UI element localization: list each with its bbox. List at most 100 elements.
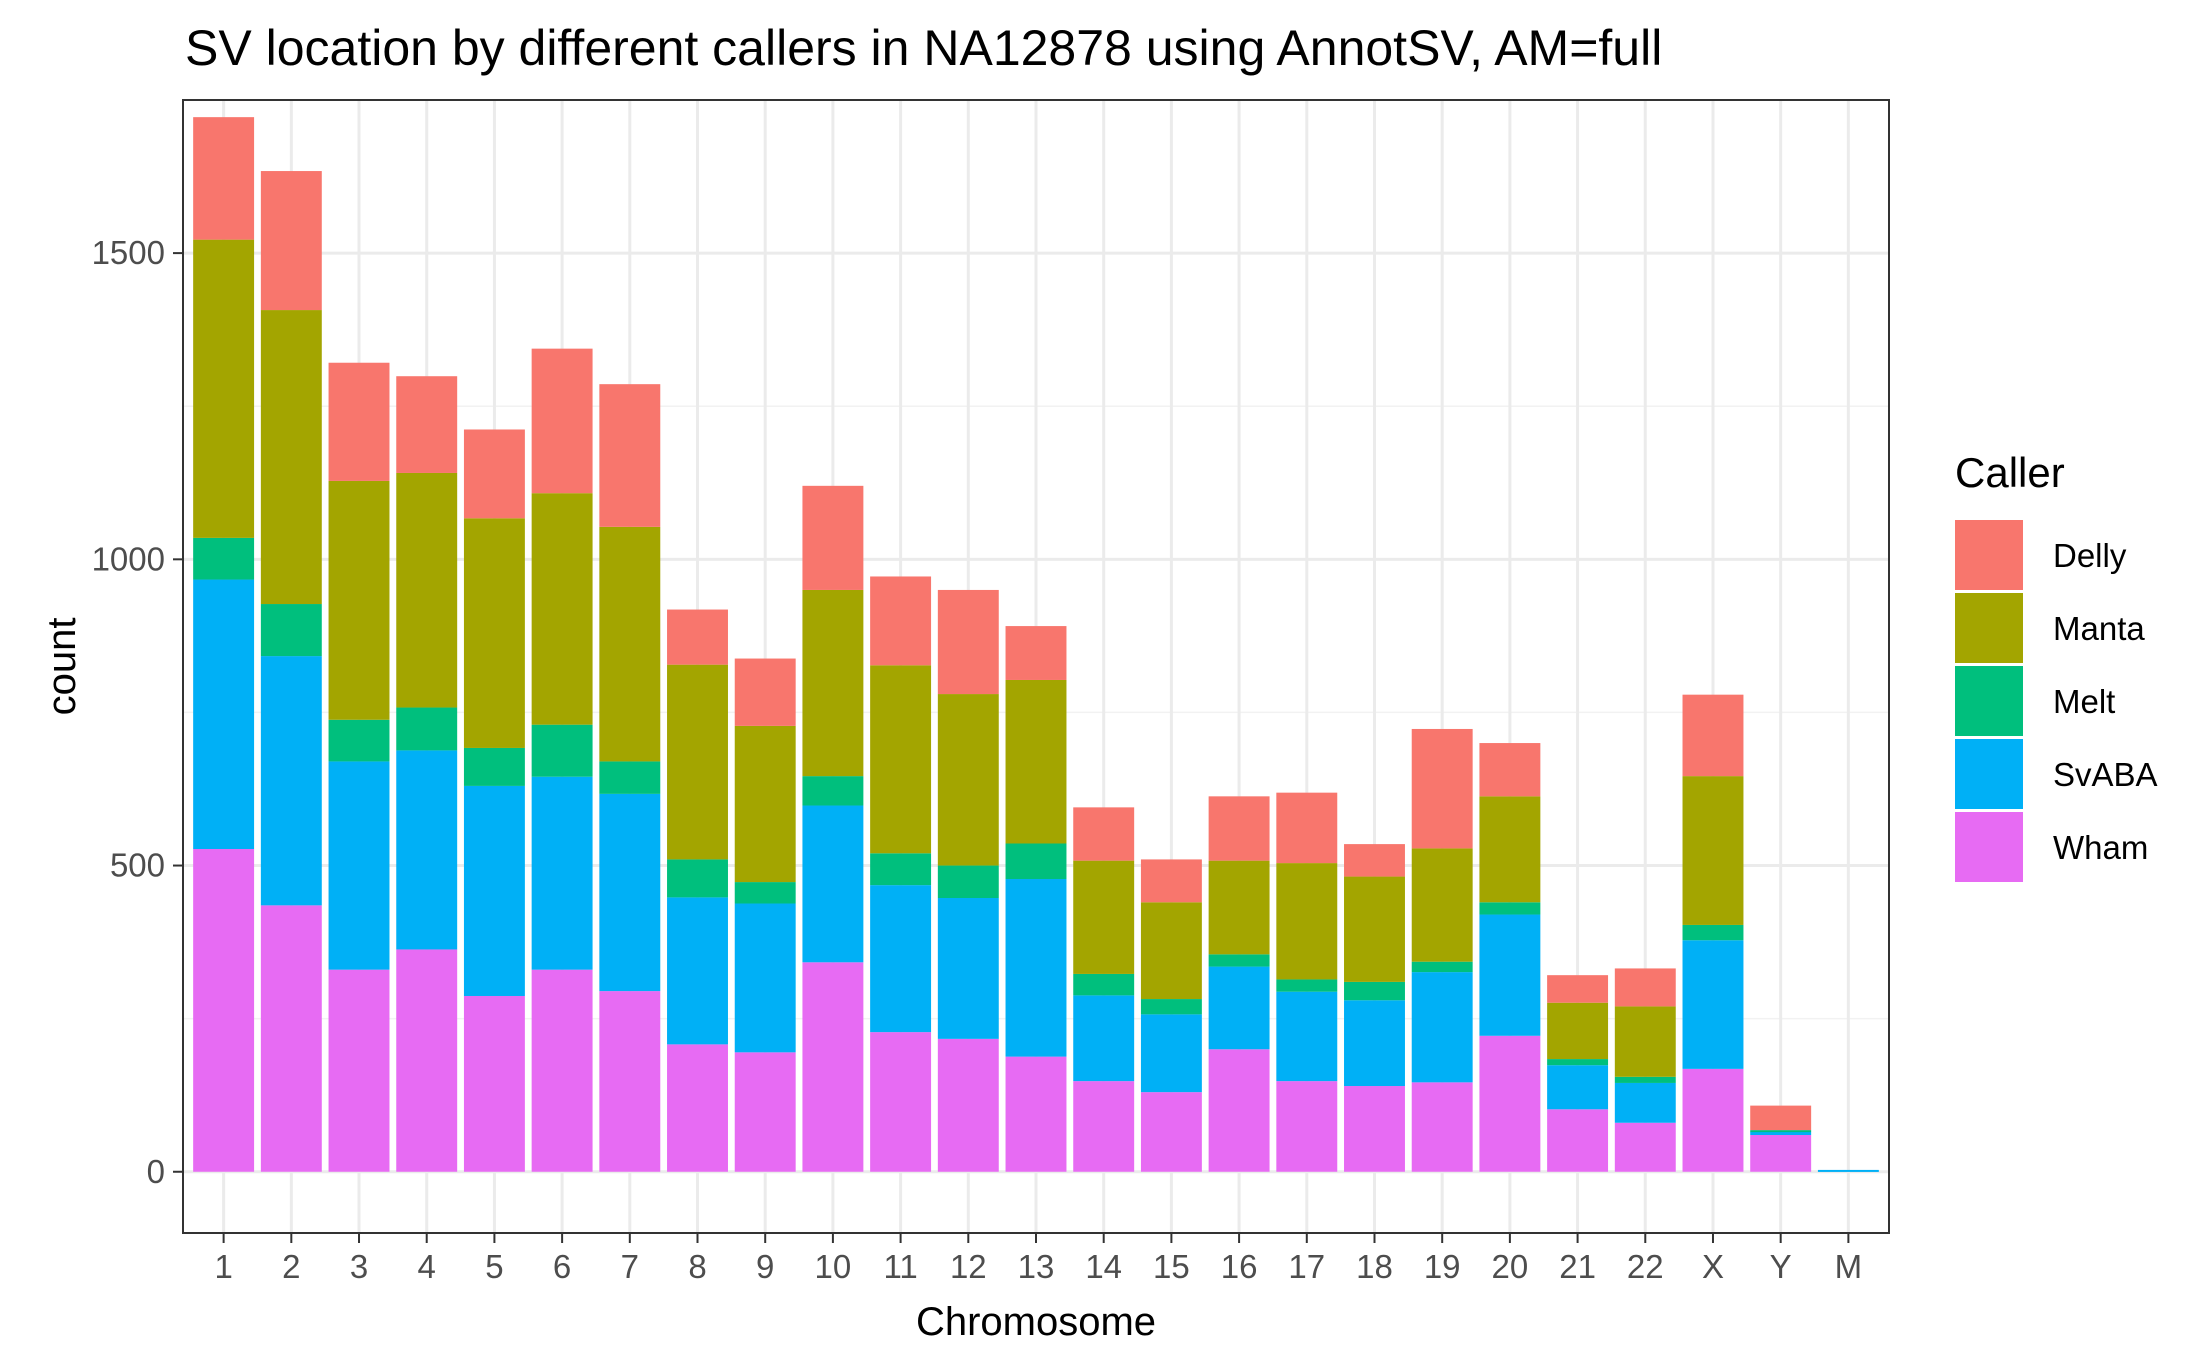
x-tick-label: Y: [1770, 1248, 1792, 1285]
bar-segment-svaba-chr-10: [802, 805, 864, 963]
bar-segment-svaba-chr-6: [531, 776, 593, 970]
bar-segment-wham-chr-6: [531, 969, 593, 1172]
bar-segment-svaba-chr-1: [193, 579, 255, 850]
bar-segment-delly-chr-17: [1276, 792, 1338, 864]
bar-segment-wham-chr-1: [193, 849, 255, 1172]
x-tick-label: 12: [950, 1248, 987, 1285]
x-tick-label: 6: [553, 1248, 571, 1285]
bar-segment-manta-chr-2: [260, 310, 322, 605]
y-tick-label: 1000: [92, 540, 165, 577]
bar-segment-svaba-chr-16: [1208, 966, 1270, 1050]
bar-segment-delly-chr-20: [1479, 743, 1541, 797]
bar-segment-svaba-chr-20: [1479, 914, 1541, 1036]
x-tick-label: 16: [1221, 1248, 1258, 1285]
bar-segment-delly-chr-7: [599, 384, 661, 527]
bar-segment-melt-chr-19: [1411, 961, 1473, 973]
x-tick-label: 9: [756, 1248, 774, 1285]
bar-segment-manta-chr-14: [1073, 860, 1135, 974]
legend-label-melt: Melt: [2053, 683, 2115, 720]
bar-segment-delly-chr-2: [260, 171, 322, 311]
bar-segment-melt-chr-13: [1005, 843, 1067, 880]
bar-segment-svaba-chr-14: [1073, 995, 1135, 1082]
legend-label-manta: Manta: [2053, 610, 2145, 647]
bar-segment-wham-chr-12: [937, 1038, 999, 1172]
bar-segment-melt-chr-10: [802, 776, 864, 806]
bar-segment-wham-chr-8: [667, 1044, 728, 1172]
bar-segment-delly-chr-12: [937, 589, 999, 695]
bar-segment-melt-chr-3: [328, 719, 390, 762]
bar-segment-svaba-chr-11: [870, 885, 932, 1033]
bar-segment-wham-chr-x: [1682, 1068, 1744, 1172]
x-tick-label: 18: [1356, 1248, 1393, 1285]
x-tick-label: 10: [815, 1248, 852, 1285]
x-tick-label: 8: [688, 1248, 706, 1285]
bar-segment-delly-chr-14: [1073, 807, 1135, 861]
bar-segment-manta-chr-21: [1547, 1002, 1609, 1060]
legend-key-manta: [1955, 593, 2023, 663]
bar-segment-manta-chr-19: [1411, 848, 1473, 962]
bar-segment-melt-chr-x: [1682, 924, 1744, 941]
bar-segment-melt-chr-20: [1479, 902, 1541, 915]
bar-segment-manta-chr-17: [1276, 863, 1338, 980]
bar-segment-melt-chr-6: [531, 724, 593, 777]
x-tick-label: 15: [1153, 1248, 1190, 1285]
bar-segment-delly-chr-18: [1344, 844, 1405, 877]
bar-segment-wham-chr-19: [1411, 1082, 1473, 1172]
bar-segment-wham-chr-11: [870, 1032, 932, 1172]
bar-segment-svaba-chr-5: [463, 785, 525, 996]
x-tick-label: 14: [1085, 1248, 1122, 1285]
bar-segment-svaba-chr-2: [260, 656, 322, 906]
y-axis-title: count: [40, 618, 84, 716]
bar-segment-manta-chr-10: [802, 589, 864, 777]
bar-segment-svaba-chr-18: [1344, 1000, 1405, 1087]
bar-segment-svaba-chr-19: [1411, 972, 1473, 1083]
bar-segment-wham-chr-9: [734, 1052, 796, 1172]
bar-segment-delly-chr-21: [1547, 975, 1609, 1003]
bar-segment-manta-chr-20: [1479, 796, 1541, 903]
bar-segment-svaba-chr-4: [396, 750, 458, 950]
bar-segment-delly-chr-13: [1005, 626, 1067, 680]
bar-segment-manta-chr-15: [1140, 902, 1202, 1000]
bar-segment-manta-chr-4: [396, 472, 458, 708]
bar-segment-melt-chr-16: [1208, 954, 1270, 967]
x-tick-label: 5: [485, 1248, 503, 1285]
bar-segment-manta-chr-5: [463, 518, 525, 748]
bar-segment-svaba-chr-x: [1682, 940, 1744, 1069]
bar-segment-delly-chr-16: [1208, 796, 1270, 861]
bar-segment-manta-chr-13: [1005, 679, 1067, 844]
bar-segment-wham-chr-16: [1208, 1049, 1270, 1172]
bar-segment-delly-chr-15: [1140, 859, 1202, 903]
x-tick-label: 1: [214, 1248, 232, 1285]
bar-segment-wham-chr-5: [463, 995, 525, 1172]
bar-segment-manta-chr-9: [734, 725, 796, 883]
bar-segment-delly-chr-x: [1682, 694, 1744, 777]
bar-segment-svaba-chr-y: [1750, 1131, 1812, 1136]
bar-segment-melt-chr-11: [870, 853, 932, 886]
legend-title: Caller: [1955, 449, 2065, 496]
bar-segment-melt-chr-18: [1344, 981, 1405, 1001]
bar-segment-svaba-chr-7: [599, 793, 661, 992]
x-tick-label: 3: [350, 1248, 368, 1285]
legend: Caller Delly Manta Melt SvABA Wham: [1955, 449, 2158, 882]
legend-label-wham: Wham: [2053, 829, 2148, 866]
bar-segment-svaba-chr-15: [1140, 1014, 1202, 1093]
legend-key-delly: [1955, 520, 2023, 590]
bar-segment-manta-chr-22: [1614, 1006, 1676, 1077]
bar-segment-manta-chr-12: [937, 694, 999, 866]
bar-segment-melt-chr-8: [667, 859, 728, 898]
bar-segment-wham-chr-4: [396, 949, 458, 1172]
bar-segment-delly-chr-9: [734, 658, 796, 726]
bar-segment-svaba-chr-9: [734, 903, 796, 1053]
bar-segment-svaba-chr-22: [1614, 1082, 1676, 1123]
bar-segment-melt-chr-4: [396, 707, 458, 751]
bar-segment-wham-chr-20: [1479, 1035, 1541, 1172]
x-tick-label: 2: [282, 1248, 300, 1285]
legend-key-melt: [1955, 666, 2023, 736]
bar-segment-manta-chr-x: [1682, 776, 1744, 925]
bar-segment-delly-chr-10: [802, 485, 864, 590]
bar-segment-wham-chr-y: [1750, 1135, 1812, 1172]
bar-segment-melt-chr-1: [193, 537, 255, 580]
legend-key-wham: [1955, 812, 2023, 882]
bar-segment-manta-chr-16: [1208, 860, 1270, 955]
